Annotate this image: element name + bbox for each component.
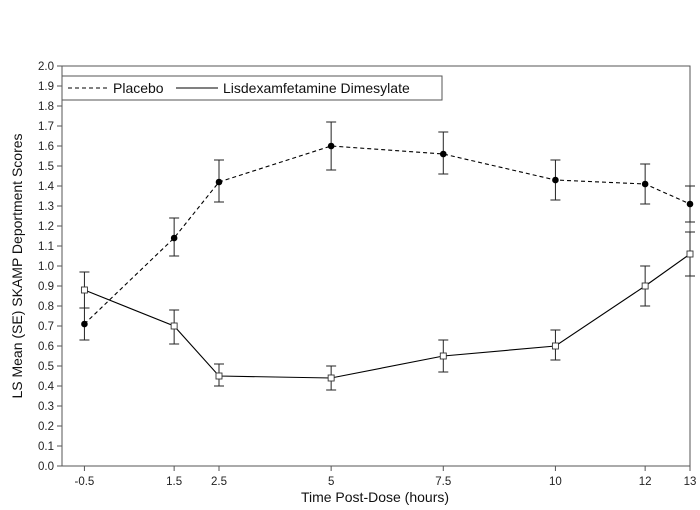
series-layer bbox=[79, 121, 695, 391]
data-point bbox=[641, 180, 649, 188]
y-tick-label: 1.3 bbox=[38, 201, 54, 213]
data-point bbox=[686, 200, 694, 208]
y-tick-label: 0.6 bbox=[38, 341, 54, 353]
data-point bbox=[80, 286, 88, 294]
data-point bbox=[215, 178, 223, 186]
x-tick-label: 10 bbox=[549, 476, 562, 488]
data-point bbox=[641, 282, 649, 290]
legend-label-placebo: Placebo bbox=[113, 80, 164, 96]
y-tick-label: 0.9 bbox=[38, 281, 54, 293]
legend: Placebo Lisdexamfetamine Dimesylate bbox=[61, 75, 443, 101]
y-tick-label: 1.1 bbox=[38, 241, 54, 253]
x-tick-label: 7.5 bbox=[435, 476, 451, 488]
y-tick-label: 1.4 bbox=[38, 181, 55, 193]
y-axis: 0.0 0.1 0.2 0.3 0.4 0.5 0.6 0.7 0.8 0.9 1.0 1.1 1.2 1… bbox=[38, 61, 62, 473]
series-placebo bbox=[79, 121, 695, 341]
x-axis: -0.5 1.5 2.5 5 7.5 10 12 13 bbox=[75, 466, 697, 488]
data-point bbox=[327, 142, 335, 150]
y-tick-label: 1.9 bbox=[38, 81, 54, 93]
y-tick-label: 1.7 bbox=[38, 121, 54, 133]
data-point bbox=[170, 322, 178, 330]
y-tick-label: 0.2 bbox=[38, 421, 54, 433]
y-tick-label: 1.6 bbox=[38, 141, 54, 153]
y-axis-title: LS Mean (SE) SKAMP Deportment Scores bbox=[9, 133, 25, 398]
data-point bbox=[215, 372, 223, 380]
x-tick-label: 12 bbox=[639, 476, 652, 488]
data-point bbox=[686, 250, 694, 258]
legend-box bbox=[61, 75, 443, 101]
y-tick-label: 1.2 bbox=[38, 221, 54, 233]
x-tick-label: -0.5 bbox=[75, 476, 95, 488]
x-tick-label: 5 bbox=[328, 476, 334, 488]
x-tick-label: 1.5 bbox=[166, 476, 182, 488]
data-point bbox=[81, 320, 88, 328]
legend-label-lisdexamfetamine: Lisdexamfetamine Dimesylate bbox=[223, 80, 410, 96]
data-point bbox=[327, 374, 335, 382]
data-point bbox=[551, 342, 559, 350]
data-point bbox=[439, 352, 447, 360]
y-tick-label: 0.5 bbox=[38, 361, 54, 373]
x-tick-label: 13 bbox=[684, 476, 697, 488]
y-tick-label: 0.0 bbox=[38, 461, 54, 473]
data-point bbox=[439, 150, 447, 158]
y-tick-label: 0.3 bbox=[38, 401, 54, 413]
y-tick-label: 1.8 bbox=[38, 101, 54, 113]
y-tick-label: 0.4 bbox=[38, 381, 55, 393]
y-tick-label: 1.5 bbox=[38, 161, 54, 173]
y-tick-label: 1.0 bbox=[38, 261, 54, 273]
data-point bbox=[170, 234, 178, 242]
plot-frame bbox=[61, 65, 691, 467]
y-tick-label: 0.8 bbox=[38, 301, 54, 313]
data-point bbox=[552, 176, 559, 184]
y-tick-label: 2.0 bbox=[38, 61, 54, 73]
series-line bbox=[84, 145, 691, 325]
series-line bbox=[84, 253, 691, 379]
y-tick-label: 0.7 bbox=[38, 321, 54, 333]
series-lisdexamfetamine bbox=[79, 231, 695, 391]
x-axis-title: Time Post-Dose (hours) bbox=[301, 489, 449, 505]
x-tick-label: 2.5 bbox=[211, 476, 227, 488]
y-tick-label: 0.1 bbox=[38, 441, 54, 453]
